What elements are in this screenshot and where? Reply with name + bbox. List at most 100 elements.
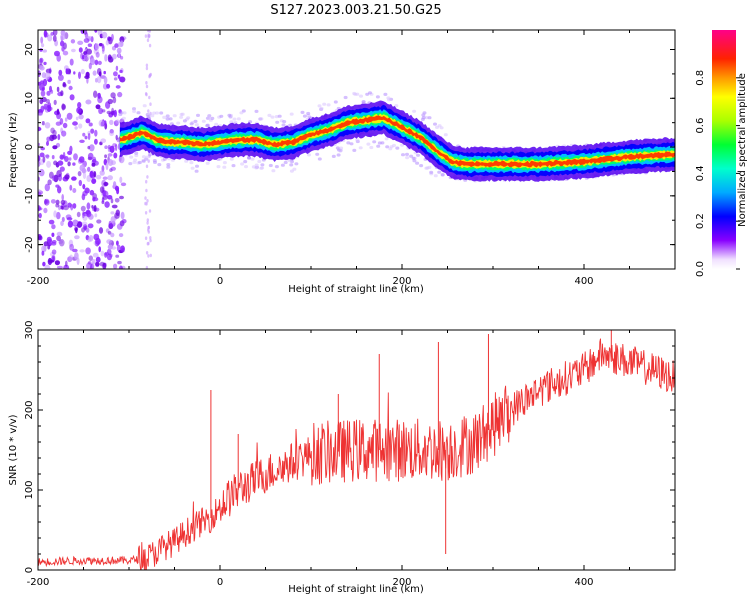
noise-point [87,132,91,141]
noise-point [144,34,148,38]
noise-point [110,211,115,215]
ridge-halo [141,155,146,159]
noise-point [60,220,64,226]
ridge-halo [429,170,434,174]
noise-point [56,265,63,269]
noise-point [82,171,87,180]
spectrogram-y-label: Frequency (Hz) [8,112,19,188]
noise-point [144,196,147,200]
noise-point [64,156,69,162]
noise-point [147,225,150,230]
ridge-halo [433,174,438,178]
ridge-halo [375,95,380,99]
noise-point [107,244,113,250]
noise-point [56,170,62,178]
noise-point [118,41,124,48]
ridge-halo [222,165,227,169]
noise-point [148,73,151,78]
noise-point [55,199,60,205]
noise-point [59,154,64,160]
noise-point [116,240,119,246]
noise-point [47,102,52,109]
ridge-halo [289,112,294,116]
noise-point [75,116,79,121]
snr-x-label: Height of straight line (km) [288,584,424,595]
x-tick-label: 200 [392,276,411,287]
ridge-halo [145,155,150,159]
noise-point [89,189,95,196]
noise-point [38,155,41,162]
noise-point [114,143,118,152]
noise-point [81,193,86,201]
noise-point [60,90,64,97]
ridge-halo [137,160,142,165]
noise-point [107,153,113,157]
noise-point [45,199,49,204]
noise-point [149,253,152,258]
noise-point [113,71,118,77]
ridge-halo [416,153,420,157]
noise-point [51,175,56,182]
ridge-halo [326,103,331,107]
noise-point [116,223,123,230]
noise-point [66,112,73,120]
ridge-halo [395,146,400,150]
noise-point [145,66,149,71]
x-tick-label: -200 [27,276,50,287]
noise-point [56,108,60,115]
noise-point [58,69,63,76]
ridge-halo [433,122,437,126]
noise-point [148,95,151,100]
noise-point [98,246,101,253]
noise-point [118,233,124,238]
noise-point [73,153,78,161]
noise-point [42,78,48,87]
noise-point [39,65,45,71]
noise-point [89,144,95,152]
noise-point [117,91,123,98]
noise-point [43,207,48,214]
noise-point [95,174,102,180]
noise-point [111,204,118,209]
ridge-halo [288,123,293,127]
ridge-halo [307,153,311,157]
noise-point [60,40,65,47]
y-tick-label: -10 [24,188,35,204]
noise-point [81,221,88,227]
noise-point [96,76,102,84]
y-tick-label: 20 [24,43,35,56]
ridge-halo [216,165,221,169]
noise-point [40,146,45,151]
noise-point [44,183,50,192]
noise-point [79,249,85,253]
ridge-halo [128,162,133,166]
ridge-halo [280,163,285,167]
noise-point [61,194,64,201]
noise-point [44,122,51,129]
ridge-halo [254,109,259,113]
ridge-halo [157,163,162,167]
ridge-halo [424,116,429,120]
noise-point [77,40,84,45]
noise-point [77,171,82,177]
noise-point [55,203,60,208]
noise-point [95,237,101,245]
ridge-halo [222,161,227,165]
ridge-halo [134,153,139,158]
noise-point [87,145,91,150]
ridge-halo [133,158,138,162]
noise-point [52,129,57,137]
noise-point [118,76,124,82]
noise-point [71,48,76,53]
ridge-halo [153,160,157,164]
ridge-halo [440,173,445,177]
noise-point [83,38,90,43]
snr-panel: -200 0 200 400 0 100 200 300 Height of straight… [8,320,676,595]
ridge-halo [289,163,294,167]
noise-point [82,211,85,219]
noise-point [50,127,55,134]
noise-point [109,129,114,134]
noise-point [80,68,85,75]
spectrogram-panel: -200 0 200 400 -20 -10 0 10 20 Height of straigh… [8,29,676,295]
noise-point [145,188,148,193]
